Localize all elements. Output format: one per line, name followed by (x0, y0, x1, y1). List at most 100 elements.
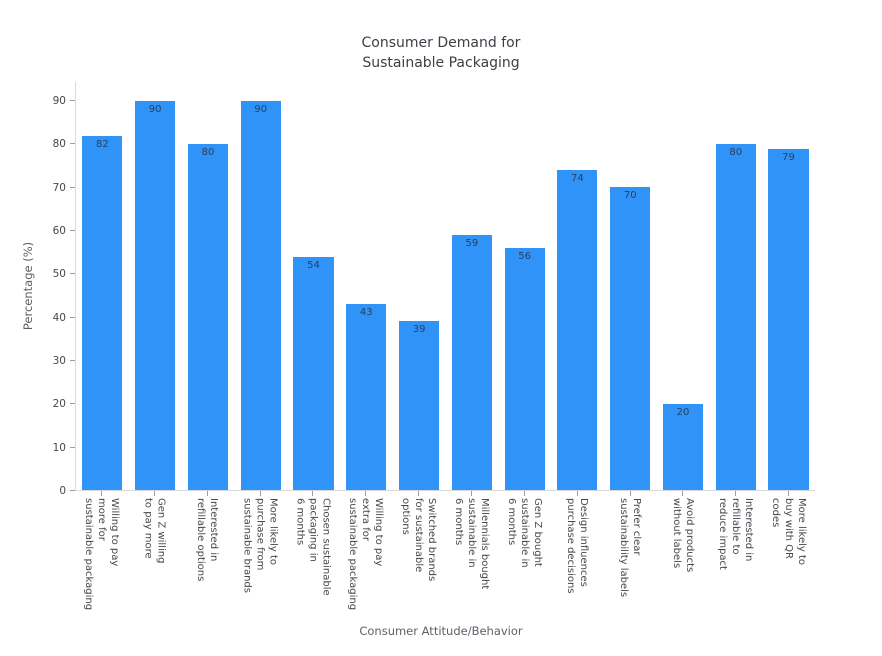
x-tick-mark (523, 491, 525, 496)
y-tick-mark (70, 273, 75, 275)
y-tick-mark (70, 186, 75, 188)
x-label-slot: Design influences purchase decisions (551, 498, 604, 610)
bar: 59 (451, 235, 492, 490)
x-label-slot: Gen Z willing to pay more (128, 498, 181, 610)
x-tick-slot (339, 491, 392, 496)
y-tick-mark (70, 490, 75, 491)
bar-slot: 59 (445, 82, 498, 490)
bar-value-label: 70 (623, 190, 637, 202)
x-tick-mark (418, 491, 420, 496)
x-tick-label: Willing to pay extra for sustainable pac… (347, 498, 385, 611)
x-label-slot: Interested in refillable to reduce impac… (709, 498, 762, 610)
bar-slot: 56 (498, 82, 551, 490)
x-axis-tick-labels: Willing to pay more for sustainable pack… (75, 498, 815, 610)
x-tick-mark (100, 491, 102, 496)
x-tick-slot (656, 491, 709, 496)
bar-value-label: 79 (782, 151, 795, 163)
bar-slot: 54 (287, 82, 340, 490)
bar: 56 (504, 247, 545, 490)
bar-slot: 80 (182, 82, 235, 490)
bar-value-label: 39 (412, 324, 426, 336)
bar-value-label: 59 (465, 238, 479, 249)
y-tick-mark (70, 316, 75, 318)
x-label-slot: Interested in refillable options (181, 498, 234, 610)
y-tick-label: 20 (52, 398, 66, 411)
x-tick-slot (498, 491, 551, 496)
bar-slot: 90 (234, 82, 287, 490)
y-tick-mark (70, 403, 75, 405)
bar-value-label: 90 (254, 104, 268, 116)
bar: 80 (187, 144, 228, 490)
x-label-slot: More likely to buy with QR codes (762, 498, 815, 610)
bar: 70 (610, 187, 651, 490)
x-label-slot: Chosen sustainable packaging in 6 months (286, 498, 339, 610)
x-label-slot: Gen Z bought sustainable in 6 months (498, 498, 551, 610)
bar-value-label: 80 (201, 147, 215, 159)
bar: 20 (662, 403, 704, 490)
bars-container: 82 90 80 90 54 43 39 59 56 74 70 20 80 79 (76, 82, 815, 490)
x-label-slot: Millennials bought sustainable in 6 mont… (445, 498, 498, 610)
y-tick-mark (70, 143, 75, 145)
bar-slot: 39 (393, 82, 446, 490)
x-label-slot: Avoid products without labels (656, 498, 709, 610)
bar: 43 (346, 304, 387, 490)
y-tick-mark (70, 100, 75, 102)
y-tick-mark (70, 360, 75, 362)
x-tick-mark (629, 491, 631, 496)
bar-value-label: 80 (729, 147, 743, 159)
x-label-slot: Switched brands for sustainable options (392, 498, 445, 610)
bar-value-label: 20 (676, 406, 690, 418)
x-tick-label: Gen Z bought sustainable in 6 months (505, 498, 543, 568)
x-tick-label: Avoid products without labels (670, 498, 695, 573)
x-tick-slot (392, 491, 445, 496)
y-tick-label: 60 (52, 225, 66, 238)
x-tick-mark (206, 491, 208, 496)
bar: 54 (293, 256, 334, 490)
x-tick-mark (312, 491, 314, 496)
y-tick-mark (70, 230, 75, 232)
x-tick-label: Prefer clear sustainability labels (618, 498, 643, 598)
chart-title: Consumer Demand for Sustainable Packagin… (361, 35, 521, 71)
y-tick-label: 0 (59, 485, 66, 497)
bar-slot: 82 (76, 82, 129, 490)
x-tick-slot (286, 491, 339, 496)
y-tick-label: 40 (52, 311, 66, 324)
x-tick-mark (365, 491, 367, 496)
y-tick-label: 50 (52, 268, 66, 281)
bar: 90 (240, 101, 281, 490)
y-tick-label: 10 (52, 441, 66, 454)
x-tick-label: Design influences purchase decisions (565, 498, 590, 594)
bar-slot: 80 (709, 82, 762, 490)
y-tick-label: 90 (52, 95, 66, 108)
x-tick-slot (551, 491, 604, 496)
x-tick-slot (75, 491, 128, 496)
x-tick-label: More likely to purchase from sustainable… (241, 498, 279, 593)
x-tick-label: Switched brands for sustainable options (400, 498, 438, 582)
x-tick-slot (234, 491, 287, 496)
bar-slot: 79 (762, 82, 815, 490)
bar-slot: 74 (551, 82, 604, 490)
bar: 39 (399, 321, 440, 490)
x-tick-label: Millennials bought sustainable in 6 mont… (452, 498, 490, 590)
x-tick-label: More likely to buy with QR codes (770, 498, 808, 566)
x-axis-title: Consumer Attitude/Behavior (359, 624, 523, 638)
bar-value-label: 90 (148, 104, 162, 116)
bar-value-label: 74 (571, 173, 584, 185)
x-tick-label: Chosen sustainable packaging in 6 months (294, 498, 332, 596)
x-tick-mark (788, 491, 790, 496)
x-tick-mark (735, 491, 737, 496)
x-tick-slot (181, 491, 234, 496)
y-tick-label: 30 (52, 355, 66, 368)
x-label-slot: Willing to pay more for sustainable pack… (75, 498, 128, 610)
bar-value-label: 82 (96, 138, 109, 150)
y-tick-label: 70 (52, 181, 66, 194)
bar-slot: 90 (129, 82, 182, 490)
x-tick-mark (576, 491, 578, 496)
x-tick-slot (604, 491, 657, 496)
x-tick-label: Interested in refillable options (195, 498, 220, 582)
x-tick-slot (445, 491, 498, 496)
x-tick-label: Willing to pay more for sustainable pack… (82, 498, 120, 611)
x-axis-tick-marks (75, 491, 815, 496)
x-label-slot: Prefer clear sustainability labels (604, 498, 657, 610)
